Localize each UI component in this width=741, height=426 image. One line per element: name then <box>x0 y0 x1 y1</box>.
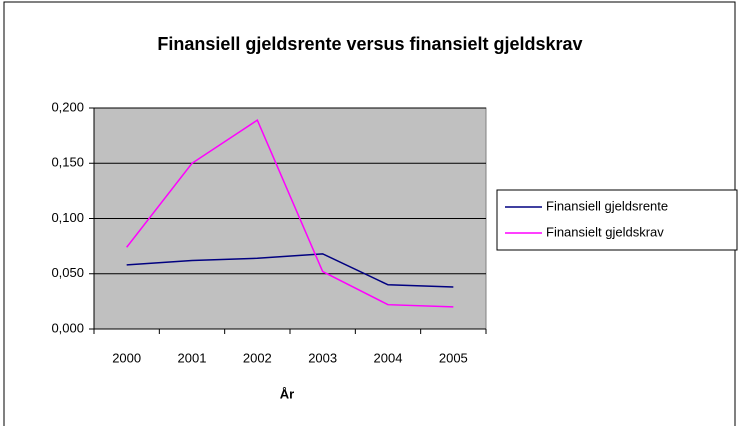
y-tick-label: 0,150 <box>51 155 84 170</box>
x-tick-label: 2000 <box>112 350 141 365</box>
y-tick-label: 0,200 <box>51 99 84 114</box>
legend-label: Finansielt gjeldskrav <box>546 224 664 239</box>
y-tick-label: 0,050 <box>51 265 84 280</box>
x-axis-label: År <box>280 386 294 401</box>
x-tick-label: 2005 <box>439 350 468 365</box>
y-tick-label: 0,100 <box>51 210 84 225</box>
series-line <box>126 253 454 288</box>
y-tick-label: 0,000 <box>51 320 84 335</box>
legend-label: Finansiell gjeldsrente <box>546 198 668 213</box>
series-line <box>126 119 454 308</box>
x-tick-label: 2004 <box>374 350 403 365</box>
chart-title: Finansiell gjeldsrente versus finansielt… <box>157 34 582 54</box>
x-tick-label: 2003 <box>308 350 337 365</box>
x-tick-label: 2002 <box>243 350 272 365</box>
legend-box <box>496 189 738 251</box>
x-tick-label: 2001 <box>178 350 207 365</box>
